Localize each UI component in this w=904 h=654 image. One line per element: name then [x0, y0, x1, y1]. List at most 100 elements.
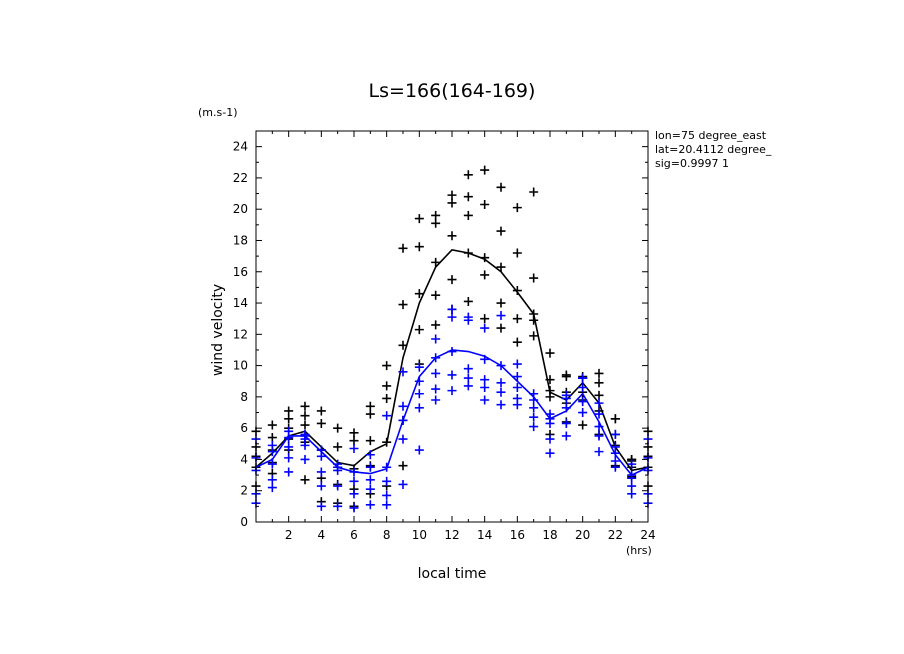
series-0-point	[349, 428, 359, 438]
series-1-point	[365, 484, 375, 494]
series-0-point	[529, 187, 539, 197]
series-0-point	[529, 309, 539, 319]
series-1-point	[561, 418, 571, 428]
series-0-point	[333, 442, 343, 452]
info-lon: lon=75 degree_east	[655, 129, 767, 142]
series-0-point	[414, 242, 424, 252]
chart-title: Ls=166(164-169)	[369, 80, 536, 102]
series-1-point	[365, 475, 375, 485]
series-0-point	[300, 411, 310, 421]
series-0-point	[382, 361, 392, 371]
series-1-point	[447, 312, 457, 322]
series-0-point	[447, 198, 457, 208]
series-1-point	[529, 422, 539, 432]
series-0-point	[545, 386, 555, 396]
series-0-point	[267, 433, 277, 443]
series-1-point	[512, 393, 522, 403]
y-unit-label: (m.s-1)	[198, 106, 238, 119]
series-1-point	[316, 445, 326, 455]
series-0-point	[463, 210, 473, 220]
series-1-point	[398, 434, 408, 444]
series-0-point	[480, 253, 490, 263]
series-1-point	[414, 389, 424, 399]
info-sig: sig=0.9997 1	[655, 157, 729, 170]
series-1-point	[545, 409, 555, 419]
series-0-point	[300, 475, 310, 485]
series-0-point	[512, 248, 522, 258]
series-0-point	[382, 437, 392, 447]
series-1-point	[267, 440, 277, 450]
y-tick-label: 10	[233, 359, 248, 373]
y-tick-label: 4	[240, 452, 248, 466]
series-1-point	[627, 470, 637, 480]
x-tick-label: 24	[640, 528, 655, 542]
series-1-point	[496, 311, 506, 321]
series-1-point	[382, 500, 392, 510]
series-1-point	[414, 445, 424, 455]
x-tick-label: 2	[285, 528, 293, 542]
series-0-point	[480, 270, 490, 280]
series-1-point	[512, 359, 522, 369]
series-1-point	[333, 459, 343, 469]
series-1-point	[349, 443, 359, 453]
series-1-point	[512, 372, 522, 382]
y-tick-label: 22	[233, 171, 248, 185]
series-0-point	[349, 436, 359, 446]
series-0-point	[463, 296, 473, 306]
series-1-point	[627, 459, 637, 469]
series-1-point	[349, 476, 359, 486]
series-1-point	[578, 373, 588, 383]
series-1-point	[529, 412, 539, 422]
series-1-point	[529, 403, 539, 413]
series-1-point	[480, 382, 490, 392]
plot-area	[251, 165, 653, 513]
y-tick-label: 2	[240, 484, 248, 498]
series-1-point	[496, 361, 506, 371]
series-1-point	[431, 334, 441, 344]
series-1-point	[561, 390, 571, 400]
series-1-point	[398, 401, 408, 411]
series-0-point	[365, 436, 375, 446]
series-1-point	[610, 429, 620, 439]
series-0-point	[496, 182, 506, 192]
series-1-point	[284, 426, 294, 436]
series-1-point	[431, 395, 441, 405]
series-1-point	[284, 467, 294, 477]
series-0-point	[512, 203, 522, 213]
y-tick-label: 6	[240, 421, 248, 435]
series-0-point	[463, 248, 473, 258]
series-1-mean-line	[255, 349, 649, 477]
x-tick-label: 16	[510, 528, 525, 542]
series-0-point	[398, 461, 408, 471]
series-1-point	[545, 434, 555, 444]
series-1-point	[594, 431, 604, 441]
series-0-point	[414, 214, 424, 224]
series-1-point	[463, 364, 473, 374]
x-axis-label: local time	[418, 566, 487, 582]
series-1-point	[333, 501, 343, 511]
series-0-point	[529, 331, 539, 341]
series-1-point	[496, 387, 506, 397]
series-1-point	[333, 481, 343, 491]
series-1-point	[300, 454, 310, 464]
series-0-point	[398, 243, 408, 253]
series-1-point	[447, 386, 457, 396]
series-1-point	[496, 378, 506, 388]
series-1-point	[545, 448, 555, 458]
series-1-point	[578, 397, 588, 407]
series-0-point	[333, 423, 343, 433]
series-1-point	[480, 375, 490, 385]
series-1-point	[382, 462, 392, 472]
series-1-point	[463, 312, 473, 322]
series-1-point	[447, 347, 457, 357]
series-1-point	[267, 483, 277, 493]
series-1-point	[480, 323, 490, 333]
series-1-point	[316, 481, 326, 491]
series-0-point	[594, 378, 604, 388]
series-0-point	[447, 231, 457, 241]
series-1-point	[578, 382, 588, 392]
y-tick-label: 14	[233, 296, 248, 310]
x-tick-label: 4	[318, 528, 326, 542]
series-1-point	[561, 403, 571, 413]
